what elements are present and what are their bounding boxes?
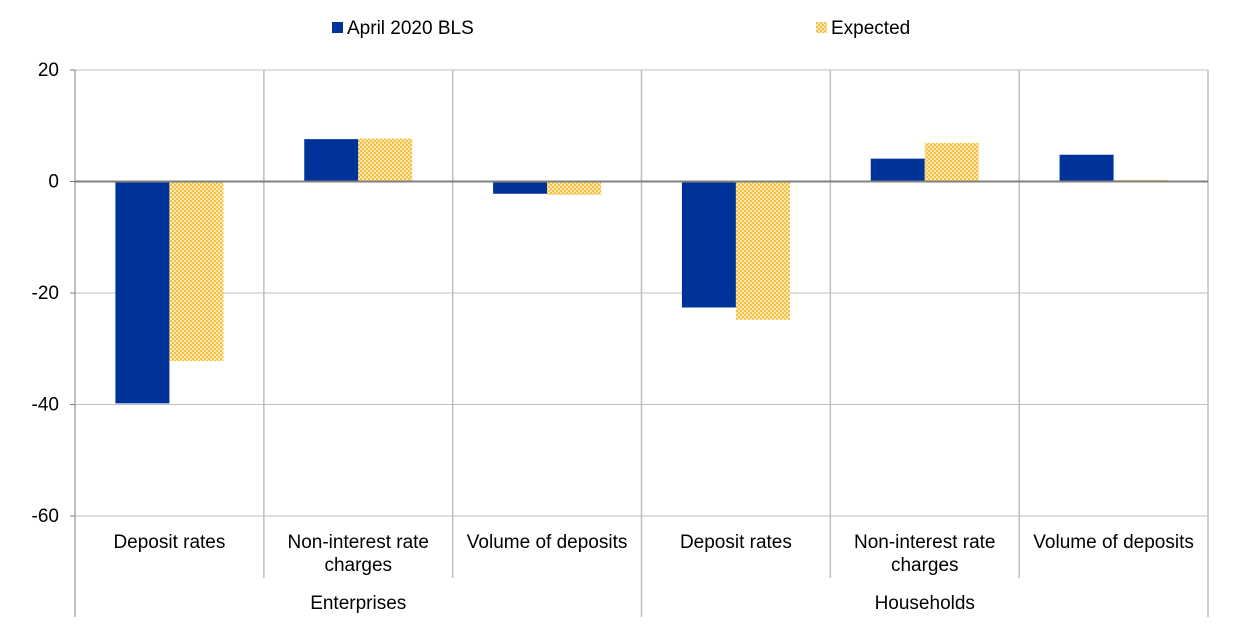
legend-label: Expected xyxy=(831,18,910,39)
bars xyxy=(115,138,1168,404)
category-label: charges xyxy=(324,555,392,576)
bar-expected xyxy=(358,138,413,182)
labels: 20 0 -20 -40 -60 Deposit rates Non-interest ra… xyxy=(32,60,1194,614)
bar-expected xyxy=(924,143,979,182)
bar-april-2020-bls xyxy=(870,158,925,182)
category-label: Deposit rates xyxy=(680,532,792,553)
category-label: Deposit rates xyxy=(113,532,225,553)
bar-expected xyxy=(169,181,224,362)
y-tick-label: -60 xyxy=(32,506,59,527)
axes xyxy=(70,69,1208,617)
category-label: charges xyxy=(891,555,959,576)
y-tick-label: 20 xyxy=(38,60,59,81)
category-label: Volume of deposits xyxy=(467,532,628,553)
y-tick-label: -20 xyxy=(32,283,59,304)
bar-april-2020-bls xyxy=(115,181,170,404)
legend-label: April 2020 BLS xyxy=(347,18,474,39)
bar-april-2020-bls xyxy=(493,181,548,194)
category-label: Volume of deposits xyxy=(1033,532,1194,553)
legend-swatch xyxy=(816,22,827,33)
y-tick-label: -40 xyxy=(32,395,59,416)
bar-april-2020-bls xyxy=(1059,154,1114,182)
bar-expected xyxy=(735,181,790,320)
category-label: Non-interest rate xyxy=(854,532,996,553)
gridlines xyxy=(75,69,1209,617)
legend: April 2020 BLS Expected xyxy=(332,18,910,39)
bar-april-2020-bls xyxy=(304,139,359,182)
bar-expected xyxy=(547,181,602,195)
group-label: Households xyxy=(875,593,975,614)
legend-swatch xyxy=(332,22,343,33)
bar-april-2020-bls xyxy=(681,181,736,308)
group-label: Enterprises xyxy=(310,593,406,614)
y-tick-label: 0 xyxy=(48,172,59,193)
category-label: Non-interest rate xyxy=(287,532,429,553)
